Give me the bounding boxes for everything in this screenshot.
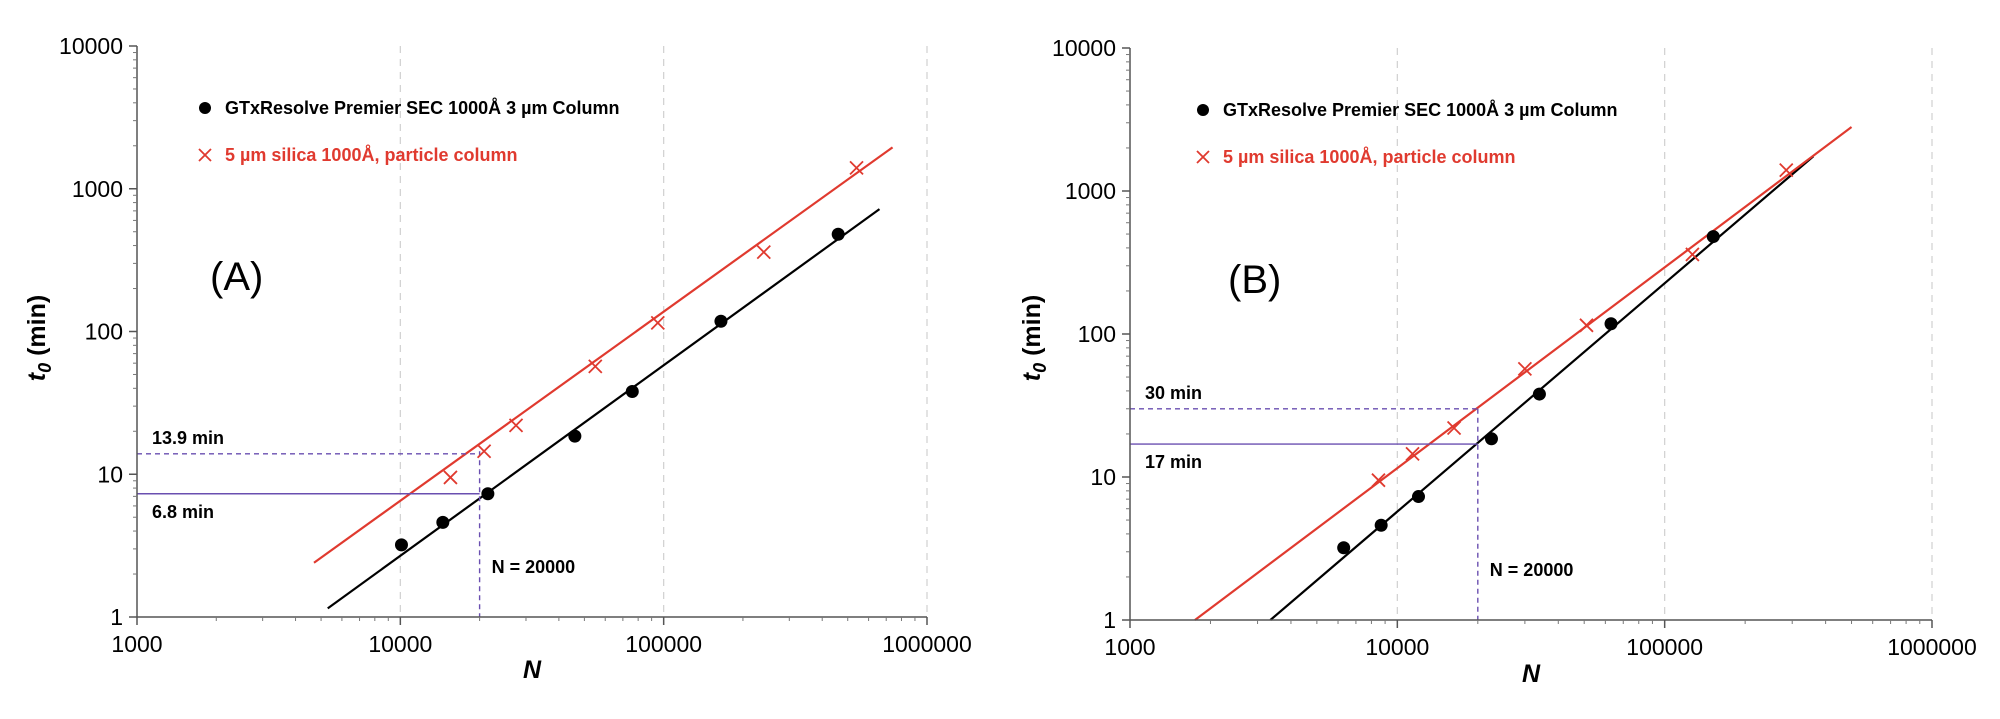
annotation-lines	[137, 451, 481, 617]
data-point-x	[1579, 318, 1594, 333]
x-tick-label: 100000	[1626, 634, 1703, 660]
axes	[1122, 47, 1933, 628]
x-tick-label: 1000	[111, 631, 162, 657]
legend-label: 5 µm silica 1000Å, particle column	[225, 145, 518, 165]
fit-line-series-2	[1194, 126, 1853, 621]
legend-marker-x	[198, 148, 212, 162]
annotation-label: 17 min	[1145, 452, 1202, 472]
data-point-dot	[1337, 541, 1351, 555]
data-point-dot	[1604, 317, 1618, 331]
y-axis-label-main: t	[23, 371, 51, 381]
y-tick-label: 100	[1078, 321, 1116, 347]
data-point-x	[1517, 361, 1533, 377]
x-axis-label: N	[1522, 660, 1541, 688]
tick-labels: 1 10 100 1000 10000 1000 10000 100000 1000000 30 …	[1052, 35, 1977, 660]
panel-label: (A)	[210, 255, 263, 299]
data-point-dot	[625, 384, 639, 398]
y-axis-label-unit: (min)	[23, 295, 51, 363]
data-point-dot	[481, 487, 495, 501]
data-point-x	[1779, 162, 1794, 178]
data-point-x	[1405, 446, 1420, 462]
legend-label: 5 µm silica 1000Å, particle column	[1223, 147, 1516, 167]
data-point-dot	[436, 515, 450, 529]
x-tick-label: 10000	[1365, 634, 1429, 660]
y-axis-label-unit: (min)	[1018, 295, 1046, 363]
legend-marker-dot	[1197, 104, 1209, 116]
x-tick-label: 100000	[625, 631, 702, 657]
grid-lines	[1396, 48, 1933, 620]
x-tick-label: 10000	[368, 631, 432, 657]
y-tick-label: 1	[110, 604, 123, 630]
fit-lines	[1194, 126, 1853, 621]
data-point-x	[650, 315, 665, 330]
data-point-x	[756, 244, 771, 260]
chart-panel-a: 1 10 100 1000 10000 1000 10000 100000 1000000 13.…	[23, 33, 972, 684]
fit-line-series-2	[313, 146, 894, 564]
x-tick-label: 1000000	[1887, 634, 1977, 660]
y-tick-label: 10	[1090, 464, 1116, 490]
annotation-label: 13.9 min	[152, 428, 224, 448]
data-point-x	[1371, 473, 1386, 488]
x-axis-label: N	[523, 656, 542, 684]
y-tick-label: 10000	[1052, 35, 1116, 61]
legend-marker-dot	[199, 102, 211, 114]
data-point-dot	[1706, 230, 1720, 244]
x-tick-label: 1000000	[882, 631, 972, 657]
y-axis-label-subscript: 0	[1030, 363, 1050, 373]
annotation-label: N = 20000	[492, 557, 576, 577]
chart-panel-b: 1 10 100 1000 10000 1000 10000 100000 1000000 30 …	[1018, 35, 1977, 688]
y-tick-label: 1000	[1065, 178, 1116, 204]
y-axis-label: t0 (min)	[1018, 295, 1050, 381]
data-point-x	[508, 418, 524, 433]
x-tick-label: 1000	[1104, 634, 1155, 660]
annotation-label: N = 20000	[1490, 560, 1574, 580]
data-point-x	[849, 160, 864, 176]
tick-labels: 1 10 100 1000 10000 1000 10000 100000 1000000 13.…	[59, 33, 972, 657]
y-tick-label: 10	[97, 461, 123, 487]
y-tick-label: 10000	[59, 33, 123, 59]
grid-lines	[399, 46, 928, 617]
y-axis-label: t0 (min)	[23, 295, 55, 381]
data-point-dot	[1532, 387, 1546, 401]
legend-label: GTxResolve Premier SEC 1000Å 3 µm Column	[225, 98, 620, 118]
y-tick-label: 1000	[72, 176, 123, 202]
y-tick-label: 1	[1103, 607, 1116, 633]
data-point-dot	[1412, 490, 1426, 504]
data-point-x	[476, 444, 492, 459]
annotation-label: 6.8 min	[152, 502, 214, 522]
data-point-dot	[1374, 518, 1388, 532]
data-marks	[1337, 162, 1794, 555]
legend: GTxResolve Premier SEC 1000Å 3 µm Column…	[1196, 100, 1618, 167]
y-axis-label-main: t	[1018, 371, 1046, 381]
data-point-dot	[1484, 432, 1498, 446]
data-point-x	[443, 470, 458, 485]
annotation-label: 30 min	[1145, 383, 1202, 403]
data-point-x	[588, 359, 603, 374]
annotation-lines	[1130, 408, 1479, 620]
panel-label: (B)	[1228, 258, 1281, 302]
data-point-x	[1685, 247, 1700, 262]
y-axis-label-subscript: 0	[35, 363, 55, 373]
data-marks	[394, 160, 864, 552]
legend-marker-x	[1196, 150, 1210, 164]
data-point-dot	[568, 429, 582, 443]
legend-label: GTxResolve Premier SEC 1000Å 3 µm Column	[1223, 100, 1618, 120]
data-point-dot	[831, 227, 845, 241]
legend: GTxResolve Premier SEC 1000Å 3 µm Column…	[198, 98, 620, 165]
data-point-dot	[714, 314, 728, 328]
data-point-dot	[394, 538, 408, 552]
y-tick-label: 100	[85, 319, 123, 345]
fit-line-series-1	[327, 208, 881, 610]
data-point-x	[1446, 420, 1462, 436]
axes	[129, 45, 928, 625]
